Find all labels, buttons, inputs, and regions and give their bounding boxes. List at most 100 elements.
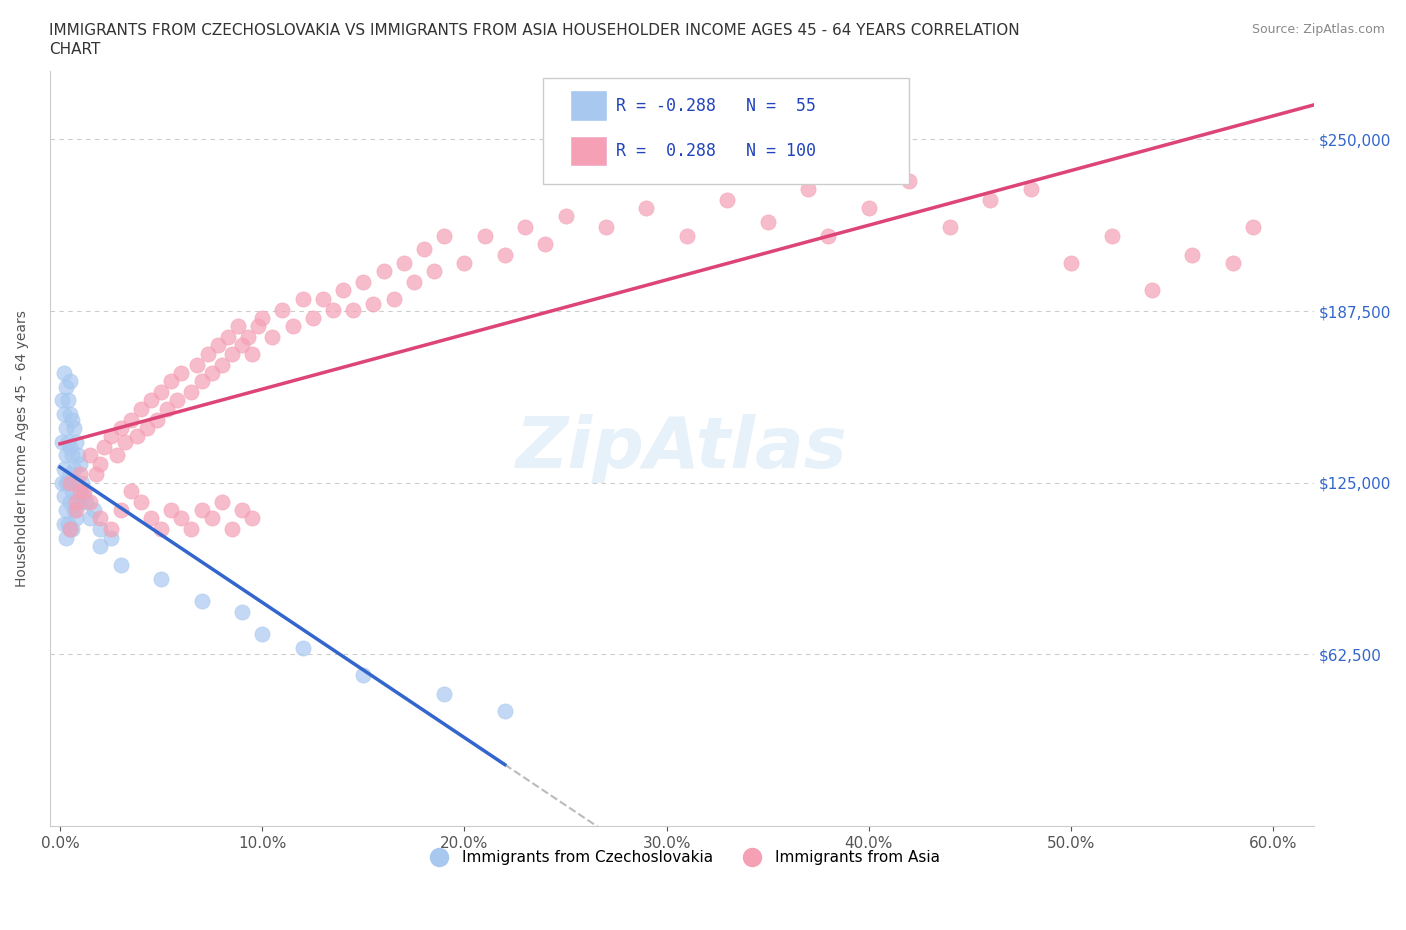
Point — [51, 434, 73, 449]
Point — [63, 503, 86, 518]
Point — [190, 374, 212, 389]
Point — [291, 291, 314, 306]
Point — [197, 346, 219, 361]
Point — [433, 228, 456, 243]
Point — [114, 434, 136, 449]
Point — [55, 503, 77, 518]
Point — [250, 626, 273, 641]
Point — [231, 503, 253, 518]
Point — [1181, 247, 1204, 262]
Legend: Immigrants from Czechoslovakia, Immigrants from Asia: Immigrants from Czechoslovakia, Immigran… — [418, 844, 946, 871]
Point — [363, 297, 385, 312]
Point — [69, 456, 91, 471]
Point — [55, 379, 77, 394]
Point — [63, 461, 86, 476]
Point — [93, 440, 115, 455]
Point — [69, 467, 91, 482]
Point — [291, 640, 314, 655]
Point — [89, 538, 111, 553]
Point — [392, 256, 415, 271]
Point — [65, 503, 87, 518]
FancyBboxPatch shape — [571, 137, 606, 166]
Y-axis label: Householder Income Ages 45 - 64 years: Householder Income Ages 45 - 64 years — [15, 310, 30, 587]
Point — [271, 302, 294, 317]
Point — [250, 311, 273, 325]
Point — [201, 365, 224, 380]
Point — [86, 467, 108, 482]
Point — [513, 219, 536, 234]
Point — [332, 283, 354, 298]
FancyBboxPatch shape — [543, 78, 910, 184]
Point — [129, 495, 152, 510]
Point — [716, 193, 738, 207]
Point — [56, 516, 79, 531]
Point — [190, 503, 212, 518]
Point — [221, 346, 243, 361]
Point — [226, 319, 249, 334]
Point — [898, 173, 921, 188]
Point — [53, 489, 76, 504]
Point — [56, 434, 79, 449]
Point — [453, 256, 475, 271]
Point — [53, 406, 76, 421]
Point — [55, 420, 77, 435]
Point — [211, 495, 233, 510]
Point — [60, 412, 83, 427]
Point — [59, 522, 82, 537]
Point — [166, 392, 188, 407]
Point — [65, 511, 87, 525]
Point — [120, 484, 142, 498]
Point — [79, 511, 101, 525]
Point — [65, 495, 87, 510]
Point — [170, 511, 193, 525]
Point — [474, 228, 496, 243]
Point — [139, 392, 162, 407]
Point — [53, 516, 76, 531]
Point — [423, 264, 446, 279]
Point — [79, 448, 101, 463]
Point — [281, 319, 304, 334]
Point — [79, 495, 101, 510]
Point — [53, 365, 76, 380]
Text: ZipAtlas: ZipAtlas — [516, 414, 848, 483]
Point — [51, 475, 73, 490]
FancyBboxPatch shape — [571, 91, 606, 120]
Point — [110, 558, 132, 573]
Point — [100, 530, 122, 545]
Point — [1019, 181, 1042, 196]
Point — [56, 392, 79, 407]
Point — [146, 412, 169, 427]
Point — [221, 522, 243, 537]
Point — [139, 511, 162, 525]
Point — [120, 412, 142, 427]
Point — [190, 593, 212, 608]
Point — [676, 228, 699, 243]
Point — [73, 484, 96, 498]
Point — [1060, 256, 1083, 271]
Point — [217, 330, 239, 345]
Point — [240, 346, 263, 361]
Point — [105, 448, 128, 463]
Point — [63, 420, 86, 435]
Point — [69, 484, 91, 498]
Point — [180, 522, 202, 537]
Point — [55, 475, 77, 490]
Point — [55, 530, 77, 545]
Point — [65, 434, 87, 449]
Point — [170, 365, 193, 380]
Point — [322, 302, 344, 317]
Point — [301, 311, 323, 325]
Point — [100, 522, 122, 537]
Point — [73, 489, 96, 504]
Point — [207, 338, 229, 352]
Point — [938, 219, 960, 234]
Point — [59, 467, 82, 482]
Point — [211, 357, 233, 372]
Text: R = -0.288   N =  55: R = -0.288 N = 55 — [616, 97, 815, 114]
Point — [979, 193, 1001, 207]
Point — [59, 440, 82, 455]
Point — [83, 503, 105, 518]
Point — [60, 448, 83, 463]
Point — [67, 489, 90, 504]
Point — [247, 319, 270, 334]
